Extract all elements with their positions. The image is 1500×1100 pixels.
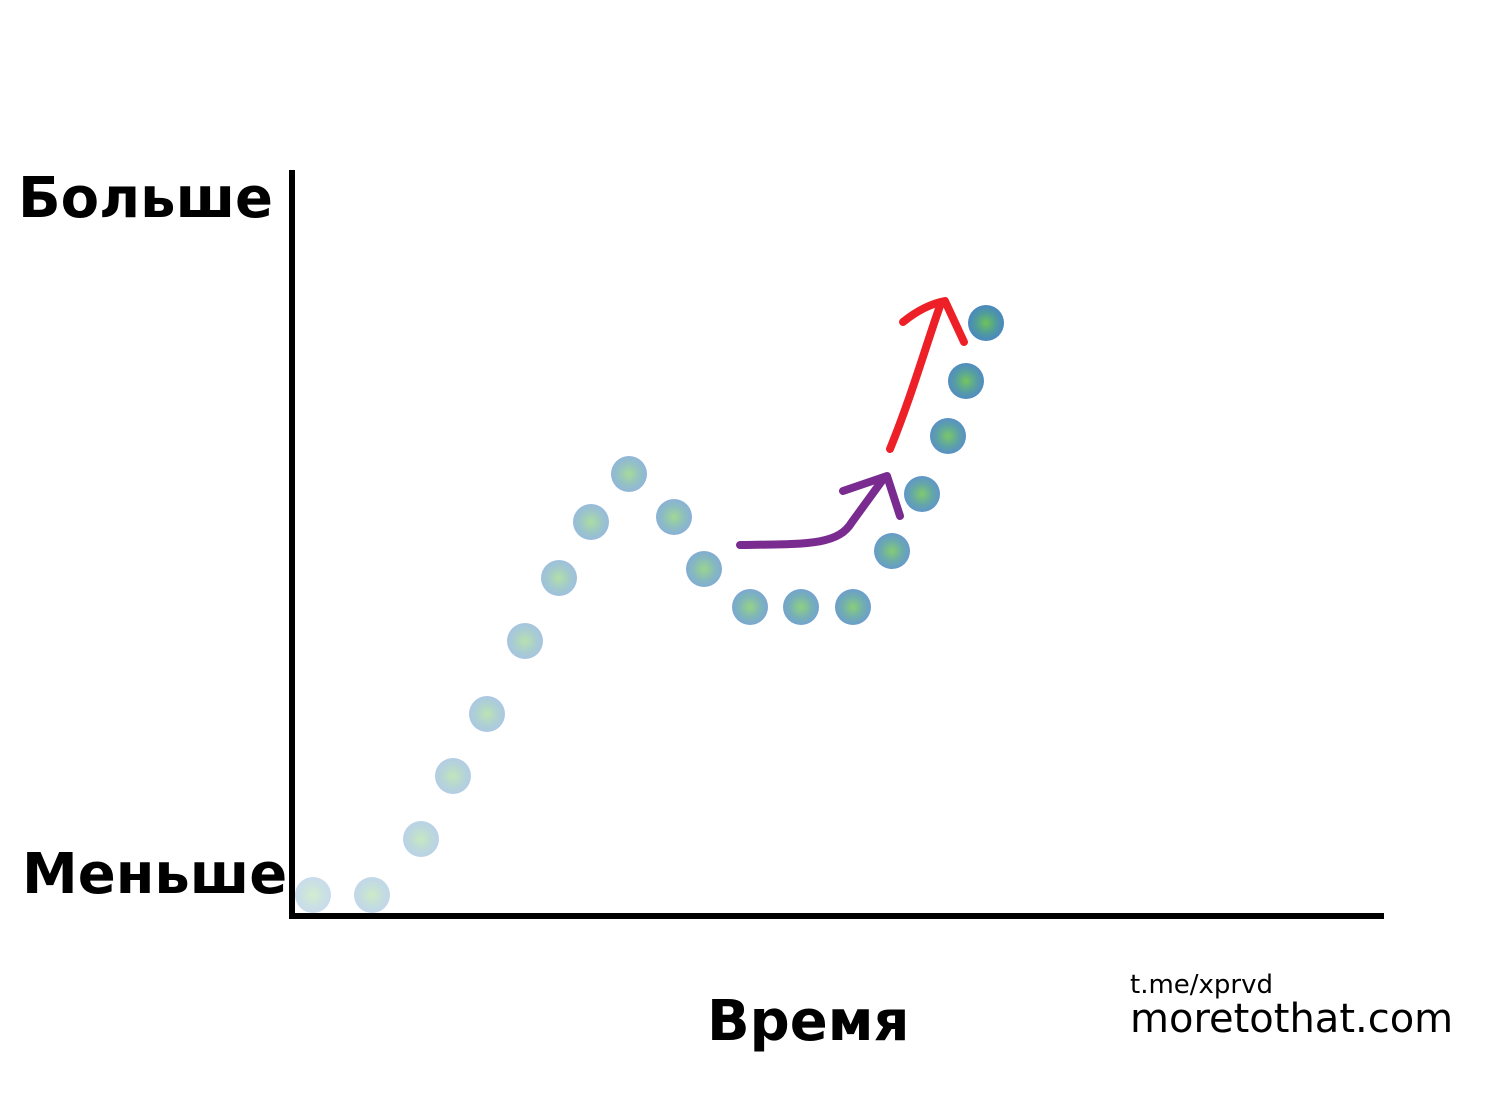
dots	[295, 305, 1004, 913]
dot	[435, 758, 471, 794]
dot	[656, 499, 692, 535]
dot	[904, 476, 940, 512]
dot	[732, 589, 768, 625]
dot	[783, 589, 819, 625]
dot	[573, 504, 609, 540]
red-arrow	[886, 297, 968, 453]
dot	[968, 305, 1004, 341]
dot	[507, 623, 543, 659]
dot	[541, 560, 577, 596]
watermark-telegram: t.me/xprvd	[1130, 970, 1273, 1000]
dot	[469, 696, 505, 732]
dot	[835, 589, 871, 625]
dot	[948, 363, 984, 399]
dot	[611, 456, 647, 492]
y-top-label: Больше	[18, 166, 273, 231]
watermark-site: moretothat.com	[1130, 996, 1453, 1042]
dot	[295, 877, 331, 913]
dot	[403, 821, 439, 857]
purple-arrow	[736, 472, 904, 549]
dot	[354, 877, 390, 913]
x-label: Время	[707, 989, 909, 1054]
dot	[930, 418, 966, 454]
dot	[874, 533, 910, 569]
y-bottom-label: Меньше	[22, 842, 287, 907]
dot	[686, 551, 722, 587]
